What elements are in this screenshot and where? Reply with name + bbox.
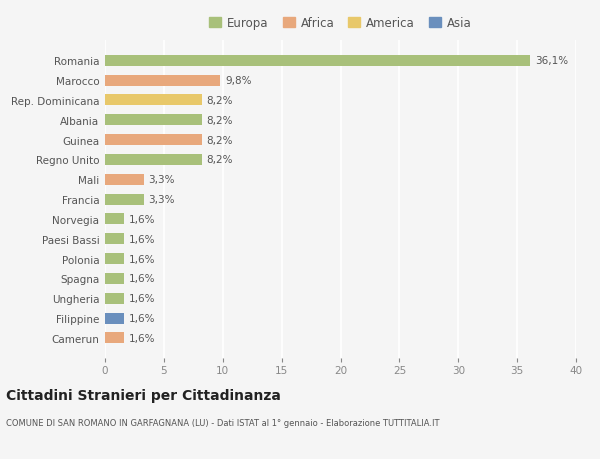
Text: 3,3%: 3,3% [149, 195, 175, 205]
Bar [105, 274, 124, 284]
Bar [105, 313, 124, 324]
Text: 1,6%: 1,6% [128, 234, 155, 244]
Bar [105, 333, 124, 344]
Text: 1,6%: 1,6% [128, 254, 155, 264]
Text: 1,6%: 1,6% [128, 274, 155, 284]
Bar [105, 155, 202, 166]
Bar [105, 194, 144, 205]
Text: 8,2%: 8,2% [206, 96, 233, 106]
Bar [105, 75, 220, 86]
Text: Cittadini Stranieri per Cittadinanza: Cittadini Stranieri per Cittadinanza [6, 388, 281, 402]
Text: 8,2%: 8,2% [206, 155, 233, 165]
Bar [105, 115, 202, 126]
Bar [105, 95, 202, 106]
Text: COMUNE DI SAN ROMANO IN GARFAGNANA (LU) - Dati ISTAT al 1° gennaio - Elaborazion: COMUNE DI SAN ROMANO IN GARFAGNANA (LU) … [6, 418, 439, 427]
Bar [105, 214, 124, 225]
Text: 3,3%: 3,3% [149, 175, 175, 185]
Legend: Europa, Africa, America, Asia: Europa, Africa, America, Asia [207, 15, 474, 32]
Text: 1,6%: 1,6% [128, 313, 155, 324]
Bar [105, 56, 530, 67]
Bar [105, 293, 124, 304]
Text: 8,2%: 8,2% [206, 135, 233, 146]
Bar [105, 234, 124, 245]
Text: 1,6%: 1,6% [128, 214, 155, 224]
Bar [105, 135, 202, 146]
Bar [105, 174, 144, 185]
Text: 1,6%: 1,6% [128, 294, 155, 303]
Text: 9,8%: 9,8% [225, 76, 251, 86]
Text: 36,1%: 36,1% [535, 56, 568, 66]
Bar [105, 253, 124, 264]
Text: 1,6%: 1,6% [128, 333, 155, 343]
Text: 8,2%: 8,2% [206, 116, 233, 125]
